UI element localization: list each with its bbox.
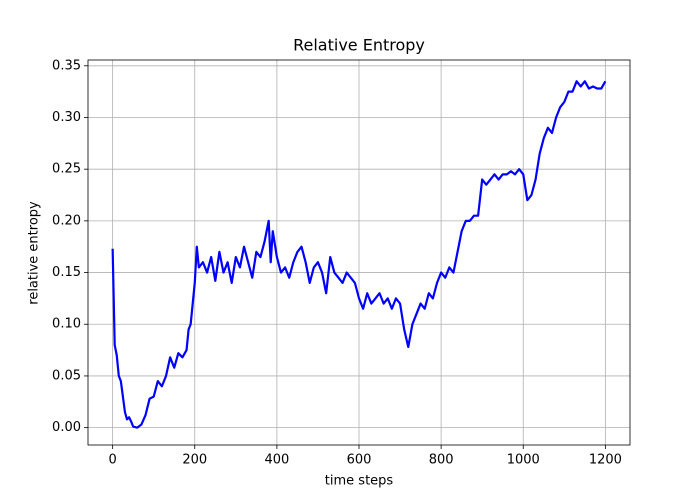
y-tick-label: 0.10 — [52, 317, 81, 332]
x-tick-label: 800 — [429, 453, 454, 468]
x-axis-label: time steps — [325, 474, 394, 489]
y-tick-label: 0.20 — [52, 213, 81, 228]
y-tick-label: 0.15 — [52, 265, 81, 280]
data-line — [111, 80, 607, 429]
y-tick-label: 0.30 — [52, 110, 81, 125]
x-tick-label: 600 — [347, 453, 372, 468]
chart-title: Relative Entropy — [293, 36, 425, 55]
x-tick-label: 400 — [264, 453, 289, 468]
x-tick-label: 1200 — [589, 453, 622, 468]
y-tick-label: 0.35 — [52, 58, 81, 73]
x-tick-label: 1000 — [507, 453, 540, 468]
x-tick-label: 200 — [182, 453, 207, 468]
y-tick-label: 0.25 — [52, 162, 81, 177]
y-axis-label: relative entropy — [27, 201, 42, 305]
x-tick-label: 0 — [108, 453, 116, 468]
y-tick-label: 0.00 — [52, 420, 81, 435]
y-tick-label: 0.05 — [52, 368, 81, 383]
plot-frame — [87, 59, 631, 446]
